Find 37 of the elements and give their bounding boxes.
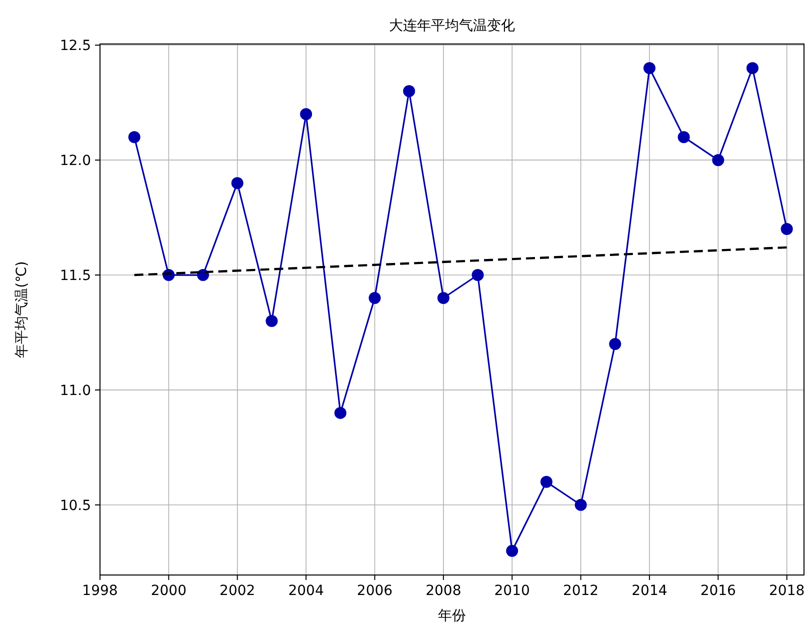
point bbox=[780, 223, 793, 236]
point bbox=[368, 292, 381, 304]
x-tick-label: 2010 bbox=[494, 583, 530, 599]
point bbox=[574, 498, 587, 511]
x-tick-label: 2008 bbox=[426, 583, 462, 599]
point bbox=[643, 62, 656, 74]
chart-title: 大连年平均气温变化 bbox=[389, 18, 515, 34]
point bbox=[300, 108, 312, 120]
point bbox=[266, 314, 278, 327]
point bbox=[506, 544, 518, 557]
y-tick-label: 11.5 bbox=[60, 268, 91, 284]
y-tick-label: 10.5 bbox=[60, 498, 91, 514]
point bbox=[128, 131, 140, 144]
point bbox=[472, 269, 484, 282]
y-tick-label: 12.0 bbox=[60, 153, 91, 170]
x-tick-label: 2014 bbox=[632, 583, 668, 599]
point bbox=[403, 85, 416, 98]
x-tick-label: 2012 bbox=[562, 583, 599, 599]
point bbox=[609, 338, 622, 350]
point bbox=[540, 476, 552, 488]
y-tick-label: 12.5 bbox=[60, 38, 91, 54]
x-tick-label: 2018 bbox=[769, 583, 805, 599]
point bbox=[231, 177, 244, 190]
point bbox=[437, 292, 450, 304]
x-axis-title: 年份 bbox=[438, 608, 466, 624]
y-axis-title: 年平均气温(℃) bbox=[14, 261, 30, 358]
point bbox=[746, 62, 758, 74]
x-tick-label: 2004 bbox=[288, 583, 324, 599]
x-tick-label: 1998 bbox=[82, 583, 118, 599]
y-tick-label: 11.0 bbox=[60, 382, 91, 399]
x-tick-label: 2006 bbox=[356, 583, 393, 599]
x-tick-label: 2016 bbox=[700, 583, 736, 599]
point bbox=[712, 154, 724, 166]
x-tick-label: 2002 bbox=[220, 583, 256, 599]
x-tick-label: 2000 bbox=[150, 583, 187, 599]
point bbox=[678, 131, 690, 144]
point bbox=[334, 406, 346, 419]
